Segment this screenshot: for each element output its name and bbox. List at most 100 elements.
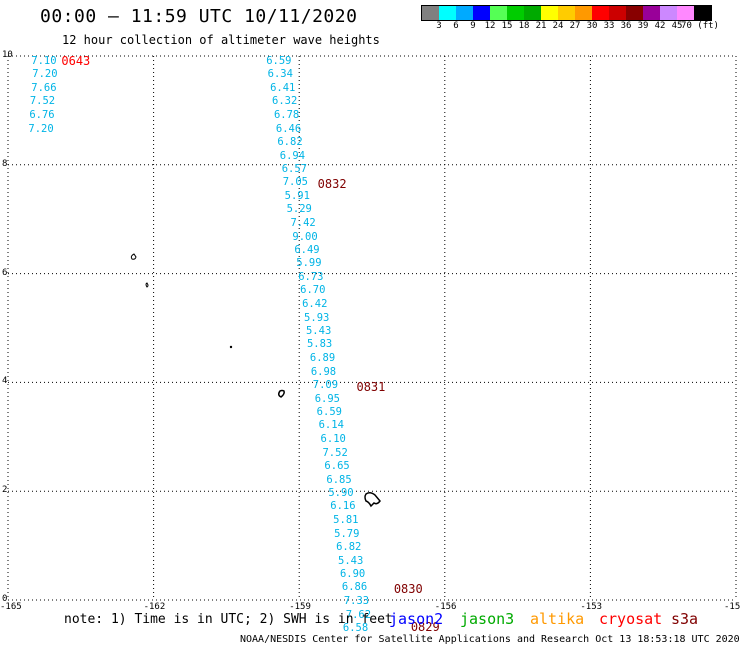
wave-height-value: 6.14	[318, 419, 344, 432]
y-tick-label: 10	[2, 50, 13, 60]
island-outline	[145, 282, 149, 288]
colorbar-label: 36	[620, 21, 632, 31]
wave-height-colorbar	[421, 5, 712, 21]
wave-height-value: 6.90	[339, 567, 366, 580]
colorbar-label: 15	[501, 21, 513, 31]
y-tick-label: 0	[2, 594, 8, 604]
colorbar-swatch	[609, 6, 626, 20]
x-tick-label: -165	[0, 602, 22, 612]
colorbar-swatch	[558, 6, 575, 20]
x-tick-label: -156	[434, 602, 457, 612]
colorbar-label: 21	[535, 21, 547, 31]
colorbar-label: 6	[453, 21, 459, 31]
wave-height-value: 6.89	[309, 351, 336, 364]
wave-height-value: 5.99	[296, 257, 322, 270]
wave-height-value: 6.34	[267, 68, 293, 81]
colorbar-swatch	[439, 6, 456, 20]
colorbar-swatch	[643, 6, 660, 20]
colorbar-swatch	[592, 6, 609, 20]
wave-height-value: 7.10	[31, 55, 57, 68]
map-title: 00:00 – 11:59 UTC 10/11/2020	[40, 6, 358, 27]
wave-height-value: 6.76	[29, 108, 55, 121]
colorbar-label: 3	[436, 21, 442, 31]
colorbar-swatch	[626, 6, 643, 20]
wave-height-value: 7.52	[29, 95, 56, 108]
pass-time-label: 0832	[317, 177, 347, 192]
wave-height-value: 6.70	[300, 284, 326, 297]
colorbar-swatch	[422, 6, 439, 20]
y-tick-label: 6	[2, 267, 8, 278]
wave-height-value: 7.05	[282, 176, 308, 189]
colorbar-label: 45	[671, 21, 683, 31]
units-note: note: 1) Time is in UTC; 2) SWH is in fe…	[64, 612, 393, 627]
wave-height-value: 6.82	[336, 541, 362, 554]
wave-height-value: 5.81	[333, 514, 359, 527]
y-tick-label: 8	[2, 158, 8, 169]
colorbar-label: 39	[637, 21, 649, 31]
colorbar-label: 42	[654, 21, 666, 31]
wave-height-value: 6.42	[302, 298, 328, 311]
wave-height-value: 5.83	[306, 338, 333, 351]
grid-lines	[7, 55, 737, 601]
island-outline	[364, 491, 381, 508]
wave-height-value: 6.10	[320, 432, 346, 445]
x-tick-label: -162	[143, 602, 166, 612]
satellite-altika: altika	[530, 610, 585, 628]
colorbar-swatch	[541, 6, 558, 20]
wave-height-value: 6.94	[279, 149, 306, 162]
wave-height-value: 6.86	[341, 581, 368, 594]
wave-height-value: 5.90	[328, 487, 354, 500]
colorbar-label: 24	[552, 21, 564, 31]
map-subtitle: 12 hour collection of altimeter wave hei…	[62, 33, 380, 47]
wave-height-value: 5.43	[338, 554, 364, 567]
satellite-cryosat: cryosat	[599, 610, 663, 628]
wave-height-value: 6.57	[281, 163, 308, 176]
pass-time-label: 0831	[356, 379, 386, 394]
colorbar-swatch	[456, 6, 473, 20]
wave-height-value: 6.82	[277, 135, 303, 148]
colorbar-swatch	[660, 6, 677, 20]
colorbar-swatch	[490, 6, 507, 20]
wave-height-value: 7.09	[312, 379, 339, 392]
colorbar-label: 9	[470, 21, 476, 31]
colorbar-label: 30	[586, 21, 598, 31]
wave-height-value: 7.62	[345, 608, 372, 621]
wave-height-value: 6.78	[273, 108, 300, 121]
satellite-jason3: jason3	[460, 610, 515, 628]
island-outline	[130, 253, 137, 260]
x-tick-label: -15	[724, 602, 740, 612]
pass-time-label: 0643	[61, 54, 91, 69]
colorbar-label: 70 (ft)	[681, 21, 719, 31]
colorbar-swatch	[694, 6, 711, 20]
wave-height-value: 7.20	[28, 122, 54, 135]
colorbar-label: 12	[484, 21, 496, 31]
wave-height-value: 5.91	[284, 189, 310, 202]
footer-credit: NOAA/NESDIS Center for Satellite Applica…	[240, 634, 740, 645]
colorbar-label: 27	[569, 21, 581, 31]
wave-height-value: 7.20	[32, 68, 58, 81]
wave-height-value: 7.66	[31, 82, 57, 95]
wave-height-value: 7.33	[343, 595, 370, 608]
wave-height-value: 6.46	[275, 122, 302, 135]
colorbar-swatch	[575, 6, 592, 20]
wave-height-value: 7.52	[322, 446, 348, 459]
pass-time-label: 0830	[393, 582, 423, 597]
colorbar-swatch	[677, 6, 694, 20]
wave-height-value: 6.73	[298, 270, 324, 283]
wave-height-value: 5.79	[334, 527, 360, 540]
wave-height-value: 6.49	[294, 243, 320, 256]
colorbar-swatch	[507, 6, 524, 20]
colorbar-swatch	[473, 6, 490, 20]
wave-height-value: 5.93	[304, 311, 330, 324]
colorbar-label: 18	[518, 21, 530, 31]
colorbar-swatch	[524, 6, 541, 20]
wave-height-value: 7.42	[290, 217, 316, 229]
wave-height-value: 6.95	[314, 392, 341, 405]
satellite-jason2: jason2	[389, 610, 444, 628]
wave-height-value: 5.43	[305, 324, 332, 337]
wave-height-value: 6.98	[310, 365, 337, 378]
x-tick-label: -159	[289, 602, 311, 612]
wave-height-value: 6.85	[326, 473, 352, 486]
island-outlines	[130, 253, 381, 508]
island-outline	[277, 389, 285, 398]
